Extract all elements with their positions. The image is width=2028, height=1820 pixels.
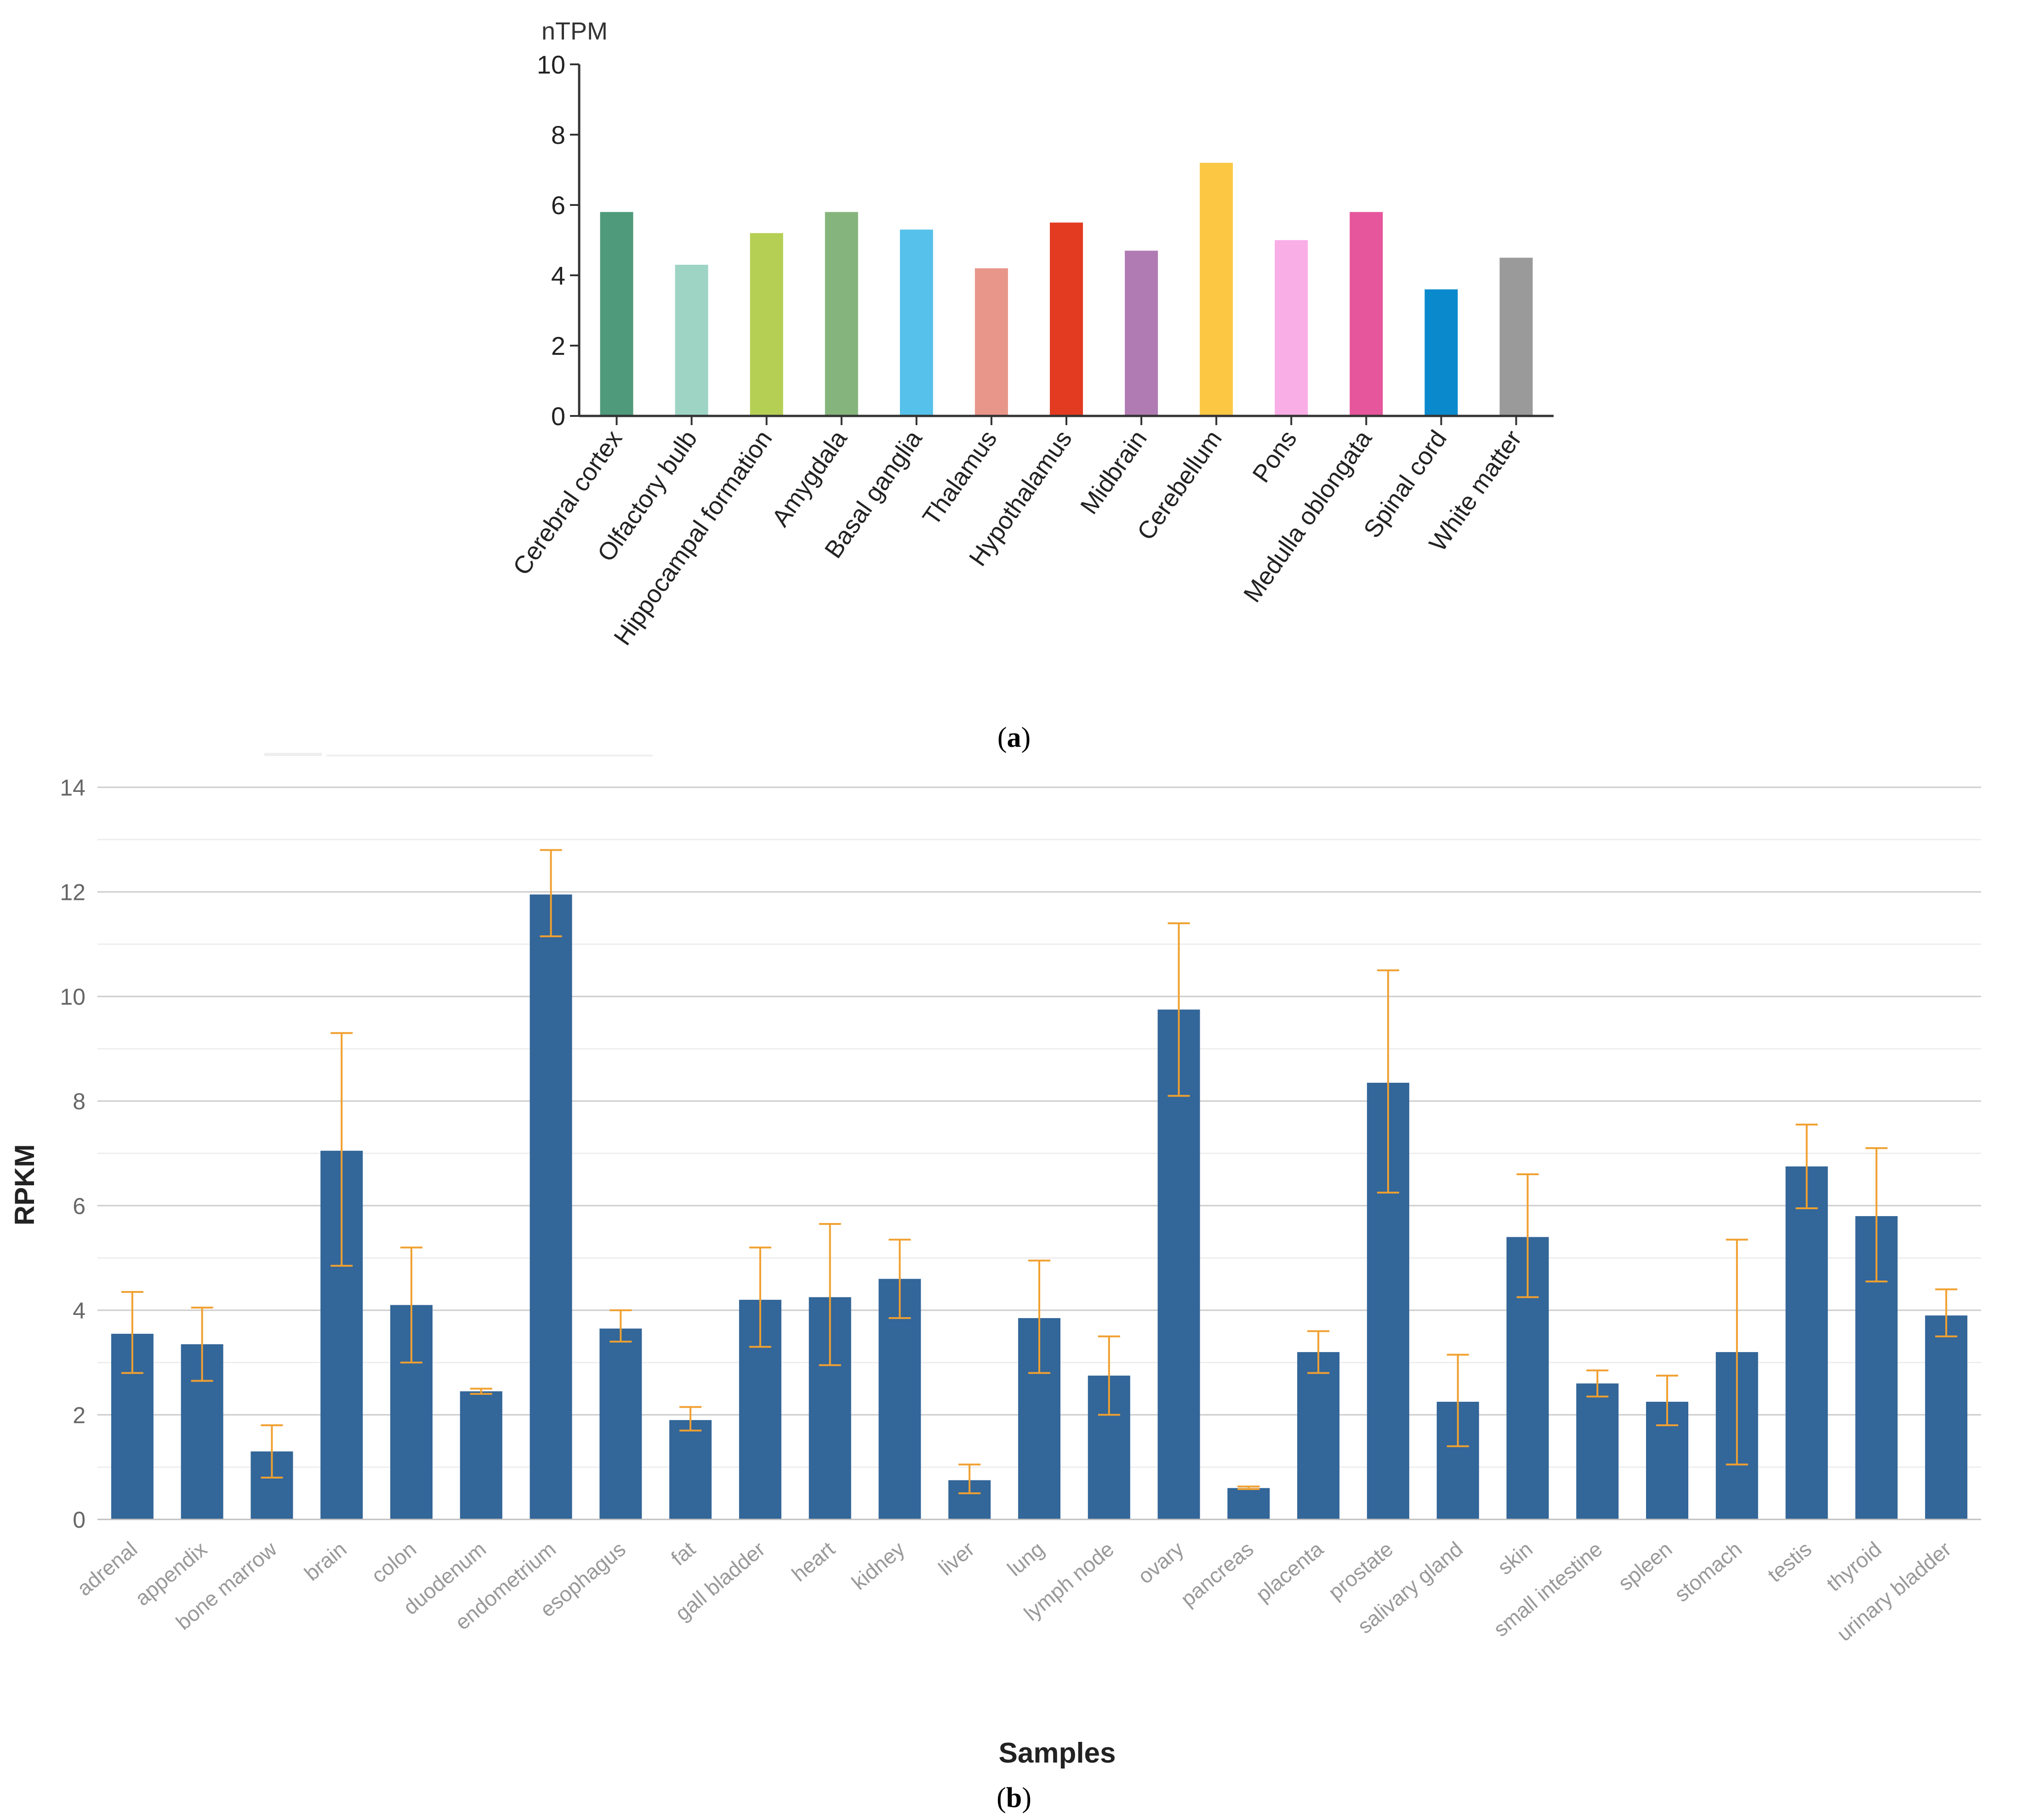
chart-a-ytick-label: 6: [551, 191, 565, 220]
chart-a-yticks: 0 2 4 6 8 10: [537, 50, 579, 431]
panel-a-caption: (a): [997, 722, 1031, 753]
chart-b-ytick-label: 2: [73, 1402, 85, 1428]
chart-a-bar: [825, 212, 858, 416]
chart-b-ytick-label: 6: [73, 1193, 85, 1219]
chart-b-errors: [121, 849, 1958, 1495]
chart-b-xlabel: Samples: [998, 1737, 1116, 1769]
chart-b-ytick-label: 14: [60, 775, 85, 801]
panel-b-caption: (b): [997, 1782, 1031, 1814]
panel-b-label: b: [1006, 1782, 1022, 1814]
chart-b-ytick-label: 10: [60, 984, 85, 1010]
chart-a-bar: [1050, 222, 1083, 416]
chart-a-ylabel: nTPM: [541, 17, 608, 45]
chart-b-ytick-label: 0: [73, 1507, 85, 1533]
chart-b-bar: [1576, 1383, 1619, 1519]
chart-a-bar: [600, 212, 633, 416]
chart-a-bar: [974, 268, 1008, 416]
chart-a-ytick-label: 8: [551, 120, 565, 149]
chart-b-ytick-label: 12: [60, 880, 85, 905]
chart-a-bar: [750, 233, 783, 416]
chart-a-bar: [900, 229, 933, 416]
chart-b-bar: [599, 1328, 642, 1519]
chart-b-bar: [669, 1420, 712, 1519]
chart-a-ytick-label: 4: [551, 261, 565, 290]
chart-a-bar: [1350, 212, 1383, 416]
chart-a-ytick-label: 0: [551, 402, 565, 431]
chart-a-bar: [1424, 289, 1458, 416]
chart-b-yticks: 0 2 4 6 8 10 12 14: [60, 775, 85, 1533]
chart-b-ytick-label: 8: [73, 1089, 85, 1115]
chart-a-bar: [1125, 250, 1158, 416]
chart-a-bars: [600, 163, 1533, 416]
chart-b-bar: [1925, 1315, 1968, 1519]
panel-a-label: a: [1007, 722, 1021, 753]
chart-a-bar: [675, 265, 708, 416]
chart-b-legend-line: [326, 755, 653, 756]
chart-b-ylabel: RPKM: [9, 1144, 40, 1226]
chart-a-bar: [1200, 163, 1233, 416]
chart-b-bar: [460, 1391, 502, 1519]
chart-b-ytick-label: 4: [73, 1298, 85, 1324]
svg-text:(b): (b): [997, 1782, 1031, 1814]
chart-b-bar: [530, 894, 572, 1519]
svg-text:(a): (a): [997, 722, 1031, 753]
chart-a-ytick-label: 10: [537, 50, 565, 79]
chart-b-legend-swatch: [264, 753, 322, 756]
chart-a-ytick-label: 2: [551, 331, 565, 360]
chart-b-bar: [1227, 1488, 1270, 1519]
chart-b-bar: [1785, 1166, 1828, 1519]
chart-a-bar: [1499, 257, 1533, 416]
chart-b-bar: [1297, 1352, 1340, 1519]
chart-a-bar: [1275, 240, 1308, 416]
